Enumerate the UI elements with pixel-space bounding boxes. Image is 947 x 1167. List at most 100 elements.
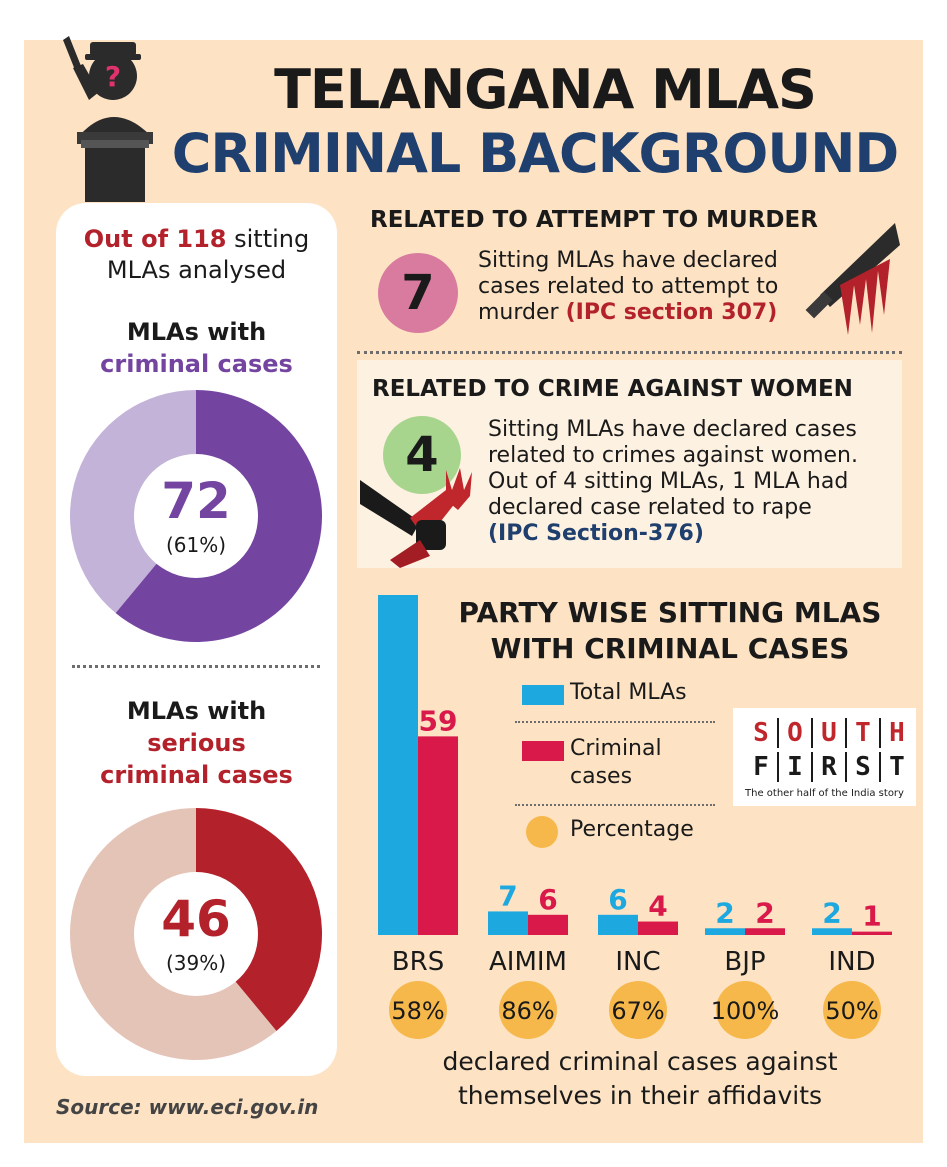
percentage-bubble-aimim xyxy=(499,981,557,1039)
bar-label-aimim-criminal: 6 xyxy=(538,883,557,916)
svg-text:?: ? xyxy=(105,60,121,93)
serious-donut-chart: 46 (39%) xyxy=(70,808,322,1060)
bar-bjp-criminal xyxy=(745,928,785,935)
logo-letter: U xyxy=(811,718,845,748)
criminal-percent: (61%) xyxy=(166,533,226,557)
criminal-heading-1: MLAs with xyxy=(126,318,267,346)
logo-letter: T xyxy=(879,752,913,782)
serious-slice xyxy=(196,808,322,1031)
women-line-4: declared case related to rape xyxy=(488,495,812,520)
percentage-label-ind: 50% xyxy=(825,997,878,1025)
murder-text: Sitting MLAs have declared cases related… xyxy=(478,248,778,326)
legend-criminal-swatch xyxy=(522,741,564,761)
bar-aimim-criminal xyxy=(528,914,568,935)
women-ipc: (IPC Section-376) xyxy=(488,521,704,546)
percentage-bubble-brs xyxy=(389,981,447,1039)
murder-line-1: Sitting MLAs have declared xyxy=(478,248,778,273)
bar-label-ind-total: 2 xyxy=(822,896,841,929)
percentage-label-aimim: 86% xyxy=(501,997,554,1025)
logo-letter: S xyxy=(845,752,879,782)
bar-brs-total xyxy=(378,595,418,935)
bar-brs-criminal xyxy=(418,736,458,935)
footer-line-1: declared criminal cases against xyxy=(442,1047,838,1076)
percentage-bubble-ind xyxy=(823,981,881,1039)
serious-percent: (39%) xyxy=(166,951,226,975)
bar-inc-total xyxy=(598,914,638,935)
legend-criminal-label-1: Criminal xyxy=(570,736,662,761)
serious-heading-2: serious xyxy=(147,729,246,757)
hand-grab-icon xyxy=(360,468,472,568)
bar-label-bjp-total: 2 xyxy=(715,896,734,929)
title-line-2: CRIMINAL BACKGROUND xyxy=(171,122,899,185)
logo-letter: O xyxy=(777,718,811,748)
logo-letter: S xyxy=(753,718,769,748)
party-bar-chart: 10159BRS58%76AIMIM86%64INC67%22BJP100%21… xyxy=(369,590,892,1039)
logo-letter: R xyxy=(811,752,845,782)
percentage-bubble-bjp xyxy=(716,981,774,1039)
serious-value: 46 xyxy=(161,890,231,948)
legend-total-label: Total MLAs xyxy=(570,680,687,705)
logo-letter: T xyxy=(845,718,879,748)
bar-label-ind-criminal: 1 xyxy=(862,900,881,933)
legend-percentage-label: Percentage xyxy=(570,817,694,842)
speaker-podium-icon: ? xyxy=(63,36,153,202)
category-label-ind: IND xyxy=(828,947,875,977)
logo-letter: H xyxy=(879,718,913,748)
divider xyxy=(515,804,715,806)
bar-ind-criminal xyxy=(852,931,892,935)
murder-ipc: (IPC section 307) xyxy=(565,300,778,325)
criminal-value: 72 xyxy=(161,472,231,530)
footer-line-2: themselves in their affidavits xyxy=(457,1081,823,1110)
percentage-label-bjp: 100% xyxy=(711,997,780,1025)
percentage-bubble-inc xyxy=(609,981,667,1039)
percentage-label-inc: 67% xyxy=(611,997,664,1025)
divider xyxy=(515,721,715,723)
source-text: Source: www.eci.gov.in xyxy=(56,1095,319,1119)
women-line-2: related to crimes against women. xyxy=(488,443,858,468)
donut-hole xyxy=(134,454,258,578)
serious-heading-1: MLAs with xyxy=(126,697,267,725)
women-heading: RELATED TO CRIME AGAINST WOMEN xyxy=(372,376,853,402)
women-count-bubble: 4 xyxy=(383,416,461,494)
bar-label-bjp-criminal: 2 xyxy=(755,896,774,929)
logo-tagline: The other half of the India story xyxy=(745,788,904,799)
murder-heading: RELATED TO ATTEMPT TO MURDER xyxy=(370,207,818,233)
donut-hole xyxy=(134,872,258,996)
bar-label-aimim-total: 7 xyxy=(498,879,517,912)
intro-rest: sitting xyxy=(234,225,310,253)
divider xyxy=(357,351,902,354)
knife-icon xyxy=(805,223,900,335)
intro-line-2: MLAs analysed xyxy=(106,256,287,284)
murder-count: 7 xyxy=(401,265,435,321)
legend-percentage-dot xyxy=(526,816,558,848)
intro-red: Out of 118 xyxy=(83,225,227,253)
women-count: 4 xyxy=(405,427,439,483)
category-label-brs: BRS xyxy=(392,947,444,977)
bar-aimim-total xyxy=(488,911,528,935)
murder-line-3: murder xyxy=(478,300,559,325)
category-label-inc: INC xyxy=(615,947,660,977)
bar-label-inc-criminal: 4 xyxy=(648,890,667,923)
bar-label-brs-criminal: 59 xyxy=(419,704,458,737)
women-line-1: Sitting MLAs have declared cases xyxy=(488,417,857,442)
women-line-3: Out of 4 sitting MLAs, 1 MLA had xyxy=(488,469,849,494)
non-criminal-slice xyxy=(70,390,196,613)
party-footer: declared criminal cases against themselv… xyxy=(390,1045,890,1113)
percentage-label-brs: 58% xyxy=(391,997,444,1025)
bar-bjp-total xyxy=(705,928,745,935)
murder-count-bubble: 7 xyxy=(378,253,458,333)
logo-letter: I xyxy=(777,752,811,782)
party-heading-2: WITH CRIMINAL CASES xyxy=(490,632,850,665)
bar-inc-criminal xyxy=(638,921,678,935)
bar-label-brs-total: 101 xyxy=(369,590,427,596)
logo-letter: F xyxy=(753,752,769,782)
category-label-aimim: AIMIM xyxy=(489,947,567,977)
murder-line-2: cases related to attempt to xyxy=(478,274,779,299)
party-heading-1: PARTY WISE SITTING MLAS xyxy=(458,596,882,629)
women-text: Sitting MLAs have declared cases related… xyxy=(488,417,858,547)
bar-label-inc-total: 6 xyxy=(608,883,627,916)
criminal-donut-chart: 72 (61%) xyxy=(70,390,322,642)
legend-criminal-label-2: cases xyxy=(570,764,633,789)
intro-line-1: Out of 118 sitting xyxy=(56,225,337,253)
